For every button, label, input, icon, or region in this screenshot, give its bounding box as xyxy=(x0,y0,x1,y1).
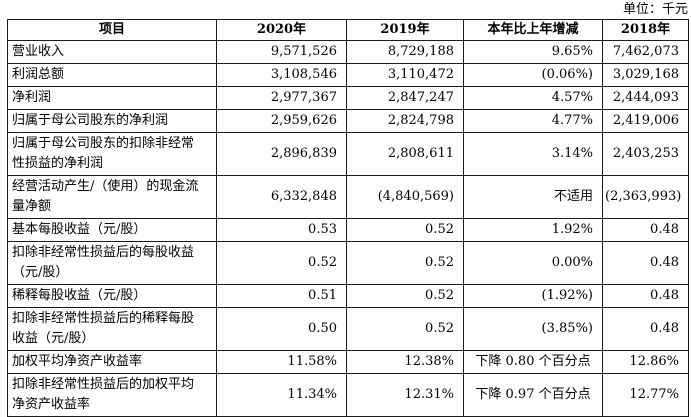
value-cell: 3,108,546 xyxy=(216,63,347,87)
value-cell: 0.52 xyxy=(346,284,464,308)
value-cell: 4.57% xyxy=(463,86,603,110)
value-cell: 3.14% xyxy=(463,132,603,176)
value-cell: 下降 0.80 个百分点 xyxy=(463,350,603,374)
value-cell: (0.06%) xyxy=(463,63,603,87)
column-header-1: 2020年 xyxy=(216,19,347,41)
table-row: 归属于母公司股东的扣除非经常性损益的净利润 2,896,839 2,808,611 3… xyxy=(7,132,689,176)
value-cell: 4.77% xyxy=(463,109,603,133)
item-cell: 扣除非经常性损益后的稀释每股收益（元/股） xyxy=(7,307,217,351)
item-cell: 归属于母公司股东的扣除非经常性损益的净利润 xyxy=(7,132,217,176)
item-cell: 稀释每股收益（元/股） xyxy=(7,284,217,308)
value-cell: 0.00% xyxy=(463,241,603,285)
value-cell: 2,896,839 xyxy=(216,132,347,176)
financial-summary-table: 项目 2020年 2019年 本年比上年增减 2018年 营业收入 9,571,526 8,… xyxy=(7,19,689,417)
item-cell: 基本每股收益（元/股） xyxy=(7,218,217,242)
item-cell: 归属于母公司股东的净利润 xyxy=(7,109,217,133)
table-row: 稀释每股收益（元/股） 0.51 0.52 (1.92%) 0.48 xyxy=(7,284,689,308)
value-cell: 0.52 xyxy=(346,307,464,351)
value-cell: 12.77% xyxy=(602,373,689,417)
value-cell: 3,029,168 xyxy=(602,63,689,87)
value-cell: 0.48 xyxy=(602,241,689,285)
value-cell: 1.92% xyxy=(463,218,603,242)
value-cell: 3,110,472 xyxy=(346,63,464,87)
value-cell: 12.86% xyxy=(602,350,689,374)
value-cell: 0.52 xyxy=(346,241,464,285)
table-row: 基本每股收益（元/股） 0.53 0.52 1.92% 0.48 xyxy=(7,218,689,242)
value-cell: 2,847,247 xyxy=(346,86,464,110)
value-cell: 2,419,006 xyxy=(602,109,689,133)
item-cell: 利润总额 xyxy=(7,63,217,87)
value-cell: 不适用 xyxy=(463,175,603,219)
value-cell: 8,729,188 xyxy=(346,40,464,64)
value-cell: 2,959,626 xyxy=(216,109,347,133)
value-cell: (1.92%) xyxy=(463,284,603,308)
table-row: 利润总额 3,108,546 3,110,472 (0.06%) 3,029,168 xyxy=(7,63,689,87)
item-cell: 扣除非经常性损益后的加权平均净资产收益率 xyxy=(7,373,217,417)
table-row: 加权平均净资产收益率 11.58% 12.38% 下降 0.80 个百分点 12.86% xyxy=(7,350,689,374)
table-body: 营业收入 9,571,526 8,729,188 9.65% 7,462,073 利润总额… xyxy=(7,40,689,417)
table-row: 归属于母公司股东的净利润 2,959,626 2,824,798 4.77% 2,419… xyxy=(7,109,689,133)
unit-label: 单位：千元 xyxy=(622,2,688,17)
table-row: 扣除非经常性损益后的加权平均净资产收益率 11.34% 12.31% 下降 0.97 … xyxy=(7,373,689,417)
value-cell: 0.48 xyxy=(602,284,689,308)
value-cell: 12.38% xyxy=(346,350,464,374)
value-cell: 2,977,367 xyxy=(216,86,347,110)
value-cell: 0.48 xyxy=(602,218,689,242)
value-cell: 0.50 xyxy=(216,307,347,351)
value-cell: 下降 0.97 个百分点 xyxy=(463,373,603,417)
value-cell: 2,824,798 xyxy=(346,109,464,133)
value-cell: 0.52 xyxy=(346,218,464,242)
item-cell: 营业收入 xyxy=(7,40,217,64)
value-cell: 9,571,526 xyxy=(216,40,347,64)
table-row: 经营活动产生/（使用）的现金流量净额 6,332,848 (4,840,569) 不适… xyxy=(7,175,689,219)
value-cell: 0.48 xyxy=(602,307,689,351)
value-cell: 9.65% xyxy=(463,40,603,64)
value-cell: 0.51 xyxy=(216,284,347,308)
table-row: 扣除非经常性损益后的稀释每股收益（元/股） 0.50 0.52 (3.85%) 0.48 xyxy=(7,307,689,351)
value-cell: (3.85%) xyxy=(463,307,603,351)
item-cell: 加权平均净资产收益率 xyxy=(7,350,217,374)
value-cell: (2,363,993) xyxy=(602,175,689,219)
value-cell: 2,444,093 xyxy=(602,86,689,110)
item-cell: 净利润 xyxy=(7,86,217,110)
value-cell: 0.53 xyxy=(216,218,347,242)
column-header-2: 2019年 xyxy=(346,19,464,41)
column-header-4: 2018年 xyxy=(602,19,689,41)
value-cell: 12.31% xyxy=(346,373,464,417)
column-header-0: 项目 xyxy=(7,19,217,41)
value-cell: 0.52 xyxy=(216,241,347,285)
column-header-3: 本年比上年增减 xyxy=(463,19,603,41)
table-row: 营业收入 9,571,526 8,729,188 9.65% 7,462,073 xyxy=(7,40,689,64)
value-cell: 7,462,073 xyxy=(602,40,689,64)
table-header-row: 项目 2020年 2019年 本年比上年增减 2018年 xyxy=(7,19,689,41)
value-cell: 6,332,848 xyxy=(216,175,347,219)
value-cell: 11.34% xyxy=(216,373,347,417)
value-cell: (4,840,569) xyxy=(346,175,464,219)
value-cell: 2,403,253 xyxy=(602,132,689,176)
table-row: 净利润 2,977,367 2,847,247 4.57% 2,444,093 xyxy=(7,86,689,110)
table-row: 扣除非经常性损益后的每股收益（元/股） 0.52 0.52 0.00% 0.48 xyxy=(7,241,689,285)
item-cell: 扣除非经常性损益后的每股收益（元/股） xyxy=(7,241,217,285)
item-cell: 经营活动产生/（使用）的现金流量净额 xyxy=(7,175,217,219)
value-cell: 11.58% xyxy=(216,350,347,374)
value-cell: 2,808,611 xyxy=(346,132,464,176)
